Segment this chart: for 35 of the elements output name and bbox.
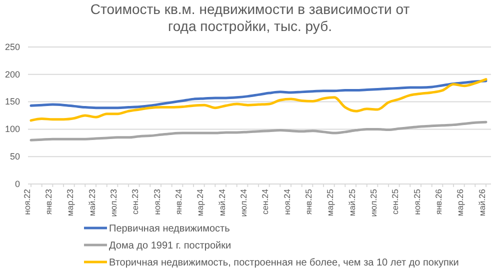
x-tick-label: ноя.25 (412, 188, 422, 215)
x-tick-label: июл.25 (368, 188, 378, 217)
x-tick-label: янв.25 (303, 188, 314, 215)
x-tick-label: июл.23 (108, 188, 118, 217)
x-tick-label: сен.23 (130, 188, 140, 214)
x-tick-label: янв.24 (173, 188, 184, 215)
x-tick-label: мар.24 (195, 188, 206, 216)
x-tick-label: май.23 (86, 188, 97, 216)
line-series (30, 120, 488, 142)
y-tick-label: 200 (4, 69, 20, 80)
legend-label: Дома до 1991 г. постройки (109, 240, 232, 252)
x-tick-label: май.24 (216, 188, 227, 216)
chart-title: Стоимость кв.м. недвижимости в зависимости от года постройки, тыс. руб. (90, 1, 410, 34)
x-tick-label: сен.24 (260, 188, 270, 214)
x-tick-label: мар.23 (65, 188, 76, 216)
x-tick-label: май.26 (476, 188, 487, 216)
line-series (30, 80, 488, 110)
y-tick-label: 50 (10, 151, 20, 162)
line-series (30, 78, 488, 122)
y-tick-label: 250 (4, 42, 20, 52)
y-tick-label: 0 (14, 178, 20, 189)
x-tick-label: мар.26 (455, 188, 466, 216)
x-tick-label: май.25 (346, 188, 357, 216)
legend-label: Первичная недвижимость (109, 224, 230, 234)
x-tick-label: янв.26 (433, 188, 444, 215)
x-tick-label: янв.23 (43, 188, 54, 215)
x-tick-label: ноя.24 (282, 188, 292, 215)
x-tick-label: сен.25 (390, 188, 400, 214)
x-tick-label: ноя.22 (22, 188, 32, 215)
y-tick-label: 150 (4, 96, 20, 107)
x-tick-label: июл.24 (238, 188, 248, 217)
x-tick-label: ноя.23 (152, 188, 162, 215)
x-tick-label: мар.25 (325, 188, 336, 216)
y-tick-label: 100 (4, 124, 20, 134)
legend-label: Вторичная недвижимость, построенная не более, чем за 10 лет до покупки (109, 258, 459, 268)
